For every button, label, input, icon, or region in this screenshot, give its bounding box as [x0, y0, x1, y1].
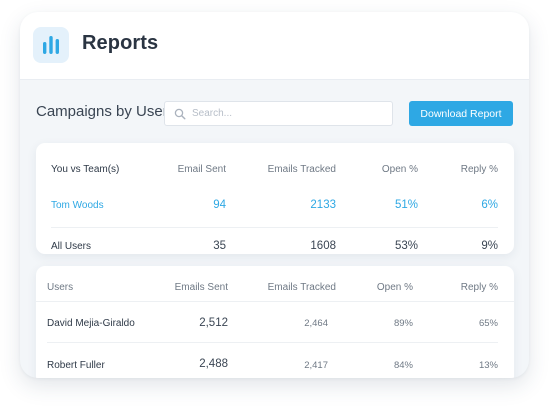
- emails-tracked-value: 1608: [310, 240, 336, 252]
- reply-rate-value: 6%: [481, 199, 498, 211]
- bar-chart-icon: [33, 27, 69, 63]
- email-sent-value: 35: [213, 240, 226, 252]
- all-users-label: All Users: [51, 241, 92, 252]
- search-icon: [174, 108, 186, 120]
- emails-tracked-value: 2,464: [304, 318, 328, 329]
- header-bar: Reports: [20, 12, 529, 80]
- emails-sent-value: 2,488: [199, 358, 228, 370]
- reports-window: Reports Campaigns by User Download Repor…: [20, 12, 529, 378]
- email-sent-value: 94: [213, 199, 226, 211]
- open-rate-value: 51%: [394, 199, 418, 211]
- user-name[interactable]: David Mejia-Giraldo: [47, 318, 135, 329]
- row-divider: [47, 342, 498, 343]
- download-report-button[interactable]: Download Report: [409, 101, 513, 126]
- emails-tracked-value: 2,417: [304, 360, 328, 371]
- column-header-emails-tracked: Emails Tracked: [267, 164, 336, 175]
- open-rate-value: 53%: [394, 240, 418, 252]
- search-box[interactable]: [164, 101, 393, 126]
- open-rate-value: 84%: [393, 360, 413, 371]
- reply-rate-value: 65%: [478, 318, 498, 329]
- emails-sent-value: 2,512: [199, 317, 228, 329]
- column-header-reply: Reply %: [460, 282, 498, 293]
- user-name-link[interactable]: Tom Woods: [51, 200, 104, 211]
- emails-tracked-value: 2133: [310, 199, 336, 211]
- search-input[interactable]: [192, 102, 387, 125]
- users-table-card: Users Emails Sent Emails Tracked Open % …: [36, 266, 514, 378]
- open-rate-value: 89%: [393, 318, 413, 329]
- comparison-card: You vs Team(s) Email Sent Emails Tracked…: [36, 143, 514, 254]
- column-header-reply: Reply %: [460, 164, 498, 175]
- column-header-open: Open %: [376, 282, 413, 293]
- column-header-emails-tracked: Emails Tracked: [267, 282, 336, 293]
- column-header-open: Open %: [381, 164, 418, 175]
- column-header-users: Users: [47, 282, 74, 293]
- reply-rate-value: 13%: [478, 360, 498, 371]
- reply-rate-value: 9%: [481, 240, 498, 252]
- column-header-email-sent: Email Sent: [177, 164, 226, 175]
- column-header-emails-sent: Emails Sent: [174, 282, 228, 293]
- column-header-you-vs-team: You vs Team(s): [51, 164, 120, 175]
- header-divider: [36, 301, 514, 302]
- user-name[interactable]: Robert Fuller: [47, 360, 105, 371]
- row-divider: [51, 227, 498, 228]
- page-title: Reports: [82, 32, 159, 54]
- section-title: Campaigns by User: [36, 103, 168, 120]
